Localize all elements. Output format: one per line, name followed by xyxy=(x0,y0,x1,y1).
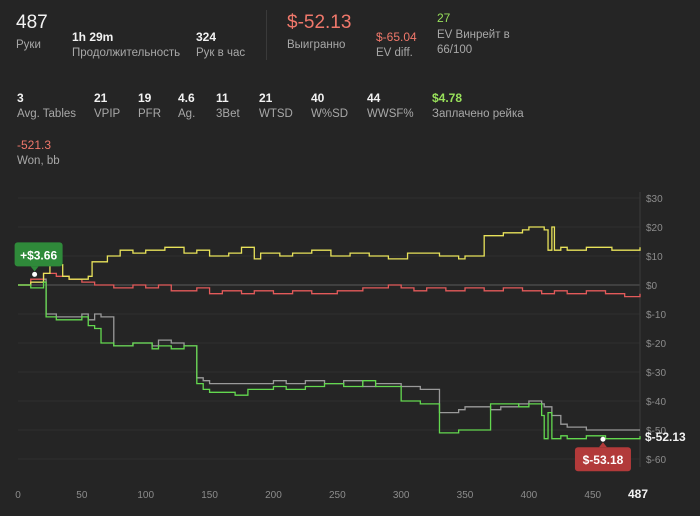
won-bb-value: -521.3 xyxy=(17,138,52,152)
ev-winrate-stat: 27 EV Винрейт в 66/100 xyxy=(437,11,527,58)
stat-value: $4.78 xyxy=(432,91,463,105)
stat-pfr: 19 PFR xyxy=(138,91,161,122)
ev-winrate-label: EV Винрейт в 66/100 xyxy=(437,29,510,56)
stat-value: 4.6 xyxy=(178,91,195,105)
red-series-line xyxy=(18,272,641,298)
stat-value: 11 xyxy=(216,91,229,105)
duration-stat: 1h 29m Продолжительность xyxy=(72,30,180,61)
low-tag-box xyxy=(574,447,631,472)
stat-label: Avg. Tables xyxy=(17,108,77,120)
yellow-series-line xyxy=(18,226,641,286)
chart-grid xyxy=(18,192,641,467)
hands-per-hour-label: Рук в час xyxy=(196,47,246,59)
x-tick-label: 0 xyxy=(15,490,21,501)
stats-divider xyxy=(266,10,267,60)
stat-label: PFR xyxy=(138,108,161,120)
stat-label: W%SD xyxy=(311,108,349,120)
stat-value: 40 xyxy=(311,91,325,105)
low-point xyxy=(600,436,606,442)
stat-3bet: 11 3Bet xyxy=(216,91,240,122)
gray-series-line xyxy=(18,278,640,431)
chart-tags: +$3.66 $-53.18 xyxy=(14,242,631,472)
stat-label: 3Bet xyxy=(216,108,240,120)
won-value: $-52.13 xyxy=(287,12,352,33)
duration-label: Продолжительность xyxy=(72,47,181,59)
won-bb-label: Won, bb xyxy=(17,155,60,167)
y-tick-label: $-30 xyxy=(646,368,666,379)
x-tick-label: 450 xyxy=(584,490,601,501)
stat-value: 21 xyxy=(259,91,273,105)
x-tick-label: 150 xyxy=(201,490,218,501)
y-tick-label: $20 xyxy=(646,223,663,234)
stat-value: 44 xyxy=(367,91,381,105)
stat-value: 21 xyxy=(94,91,108,105)
y-tick-label: $30 xyxy=(646,194,663,205)
stat-wtsd: 21 WTSD xyxy=(259,91,293,122)
duration-value: 1h 29m xyxy=(72,30,114,44)
low-tag-label: $-53.18 xyxy=(583,453,624,467)
stat-rake: $4.78 Заплачено рейка xyxy=(432,91,524,122)
stat-vpip: 21 VPIP xyxy=(94,91,120,122)
ev-diff-stat: $-65.04 EV diff. xyxy=(376,30,417,61)
peak-tag-pointer xyxy=(30,266,39,272)
hands-value: 487 xyxy=(16,12,48,33)
x-tick-label: 100 xyxy=(137,490,154,501)
hands-stat: 487 Руки xyxy=(16,12,48,53)
peak-point xyxy=(32,271,38,277)
y-tick-label: $-10 xyxy=(646,310,666,321)
x-tick-label: 250 xyxy=(329,490,346,501)
low-tag-pointer xyxy=(598,442,607,448)
won-bb-stat: -521.3 Won, bb xyxy=(17,138,60,169)
x-tick-label: 350 xyxy=(457,490,474,501)
y-tick-label: $-60 xyxy=(646,455,666,466)
y-tick-label: $-40 xyxy=(646,397,666,408)
x-tick-label: 400 xyxy=(521,490,538,501)
stat-ag: 4.6 Ag. xyxy=(178,91,195,122)
x-tick-label: 200 xyxy=(265,490,282,501)
ev-diff-label: EV diff. xyxy=(376,47,413,59)
y-tick-label: $0 xyxy=(646,281,658,292)
hands-label: Руки xyxy=(16,39,41,51)
ev-winrate-value: 27 xyxy=(437,11,451,25)
y-tick-label: $-20 xyxy=(646,339,666,350)
y-tick-label: $-50 xyxy=(646,426,666,437)
stat-label: WTSD xyxy=(259,108,293,120)
stat-label: WWSF% xyxy=(367,108,414,120)
stat-wwsf: 44 WWSF% xyxy=(367,91,414,122)
profit-chart: $30 $20 $10 $0 $-10 $-20 $-30 $-40 $-50 $-60 $-52.… xyxy=(14,192,686,501)
ev-diff-value: $-65.04 xyxy=(376,30,417,44)
x-tick-label: 50 xyxy=(76,490,88,501)
peak-tag-label: +$3.66 xyxy=(20,248,57,262)
stat-label: VPIP xyxy=(94,108,121,120)
chart-lines xyxy=(18,226,641,440)
end-value-label: $-52.13 xyxy=(645,430,686,444)
stat-value: 19 xyxy=(138,91,152,105)
peak-tag-box xyxy=(14,242,63,267)
hands-per-hour-value: 324 xyxy=(196,30,217,44)
won-stat: $-52.13 Выигранно xyxy=(287,12,351,53)
stat-label: Ag. xyxy=(178,108,196,120)
green-series-line xyxy=(18,281,641,440)
stat-label: Заплачено рейка xyxy=(432,108,524,120)
y-axis: $30 $20 $10 $0 $-10 $-20 $-30 $-40 $-50 $-60 $-52.… xyxy=(645,194,686,466)
x-axis: 0 50 100 150 200 250 300 350 400 450 487 xyxy=(15,487,648,501)
x-end-label: 487 xyxy=(628,487,648,501)
stat-avg-tables: 3 Avg. Tables xyxy=(17,91,76,122)
won-label: Выигранно xyxy=(287,39,346,51)
hands-per-hour-stat: 324 Рук в час xyxy=(196,30,245,61)
x-tick-label: 300 xyxy=(393,490,410,501)
stat-wsd: 40 W%SD xyxy=(311,91,348,122)
stat-value: 3 xyxy=(17,91,24,105)
y-tick-label: $10 xyxy=(646,252,663,263)
